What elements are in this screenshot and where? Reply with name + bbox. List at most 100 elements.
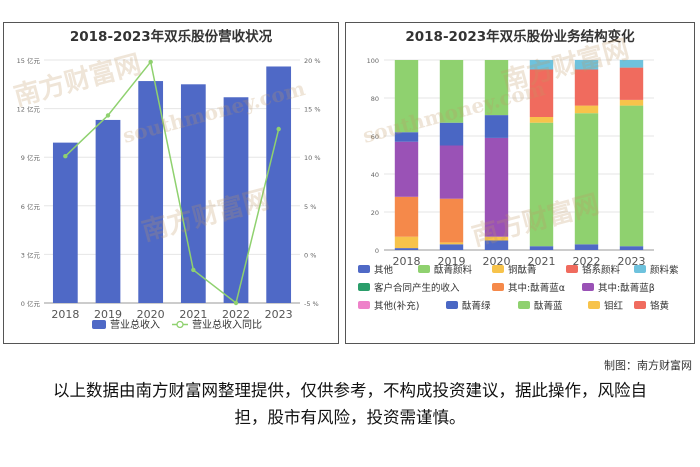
stacked-segment	[619, 67, 644, 100]
y-left-tick-label: 3 亿元	[21, 250, 41, 259]
stacked-segment	[619, 60, 644, 68]
legend-swatch	[492, 283, 504, 291]
stacked-segment	[484, 240, 509, 250]
legend-label: 铬系颜料	[582, 264, 621, 276]
y-tick-label: 40	[371, 171, 379, 179]
stacked-segment	[484, 115, 509, 138]
structure-chart-title: 2018-2023年双乐股份业务结构变化	[405, 29, 635, 45]
y-tick-label: 60	[371, 133, 379, 141]
stacked-segment	[484, 60, 509, 116]
legend-swatch	[358, 301, 370, 309]
revenue-bar	[266, 66, 292, 303]
legend-marker-yoy	[176, 320, 184, 329]
legend-swatch	[358, 265, 370, 273]
stacked-segment	[484, 137, 509, 237]
legend-label: 其中:酞菁蓝β	[598, 282, 655, 294]
y-left-tick-label: 0 亿元	[21, 299, 41, 308]
legend-swatch	[566, 265, 578, 273]
stacked-segment	[529, 117, 554, 123]
stacked-segment	[529, 246, 554, 250]
y-right-tick-label: 20 %	[304, 57, 321, 65]
y-left-tick-label: 12 亿元	[17, 105, 41, 114]
stacked-segment	[529, 60, 554, 70]
x-tick-label: 2021	[179, 308, 207, 321]
y-tick-label: 0	[375, 247, 379, 255]
stacked-segment	[439, 122, 464, 146]
revenue-bar	[138, 81, 164, 303]
y-right-tick-label: 15 %	[304, 106, 321, 114]
legend-swatch	[418, 265, 430, 273]
legend-label-revenue: 营业总收入	[110, 318, 160, 331]
chart-credit: 制图：南方财富网	[604, 359, 692, 372]
revenue-chart-title: 2018-2023年双乐股份营收状况	[69, 29, 273, 45]
legend-swatch	[582, 283, 594, 291]
x-tick-label: 2020	[137, 308, 165, 321]
y-tick-label: 80	[371, 95, 379, 103]
legend-label: 其他	[374, 264, 394, 276]
x-tick-label: 2018	[393, 255, 421, 268]
stacked-segment	[574, 105, 599, 114]
legend-swatch	[358, 283, 370, 291]
x-tick-label: 2021	[528, 255, 556, 268]
yoy-point	[276, 126, 281, 132]
stacked-segment	[484, 236, 509, 241]
stacked-segment	[439, 60, 464, 123]
revenue-chart: 0 亿元 3 亿元 6 亿元 9 亿元 12 亿元 15 亿元 -5 % 0 % 5 % 10 %…	[17, 56, 321, 331]
yoy-point	[191, 267, 196, 273]
y-left-tick-label: 15 亿元	[17, 56, 41, 65]
disclaimer-text: 以上数据由南方财富网整理提供，仅供参考，不构成投资建议，据此操作，风险自担，股市…	[53, 381, 647, 427]
x-tick-label: 2022	[573, 255, 601, 268]
legend-label: 酞菁蓝	[534, 300, 563, 312]
legend-label: 铬黄	[650, 300, 669, 312]
y-right-tick-label: 10 %	[304, 154, 321, 162]
yoy-line	[64, 60, 280, 305]
legend-label: 颜料紫	[650, 264, 679, 276]
legend-swatch	[634, 265, 646, 273]
yoy-point	[63, 154, 68, 159]
stacked-segment	[439, 198, 464, 243]
legend-label: 其中:酞菁蓝α	[508, 282, 565, 294]
legend-swatch	[492, 265, 504, 273]
yoy-point	[148, 59, 153, 65]
structure-chart-panel: 2018-2023年双乐股份业务结构变化 0 20 40 60 80 100 2018 201…	[345, 22, 695, 344]
stacked-segment	[394, 60, 419, 133]
stacked-segment	[394, 141, 419, 197]
legend-label: 铜酞菁	[508, 264, 537, 276]
legend-label-yoy: 营业总收入同比	[192, 318, 262, 331]
revenue-bar	[95, 119, 121, 303]
stacked-segment	[394, 196, 419, 237]
legend-label: 客户合同产生的收入	[374, 282, 460, 294]
legend-swatch	[588, 301, 600, 309]
yoy-point	[233, 300, 239, 306]
stacked-segment	[439, 242, 464, 245]
x-tick-label: 2019	[438, 255, 466, 268]
y-left-tick-label: 6 亿元	[21, 202, 41, 211]
revenue-bar	[52, 142, 78, 303]
stacked-segment	[574, 244, 599, 250]
y-right-tick-label: -5 %	[304, 300, 319, 308]
stacked-segment	[574, 113, 599, 245]
stacked-segment	[439, 145, 464, 199]
legend-swatch-revenue	[92, 320, 106, 329]
x-tick-label: 2019	[94, 308, 122, 321]
stacked-segment	[619, 246, 644, 250]
stacked-segment	[439, 244, 464, 250]
legend-label: 其他(补充)	[374, 300, 419, 312]
stacked-segment	[619, 105, 644, 247]
stacked-segment	[394, 248, 419, 250]
y-right-tick-label: 0 %	[304, 251, 316, 259]
stacked-segment	[394, 132, 419, 142]
revenue-bar	[223, 97, 249, 303]
legend-label: 酞菁颜料	[434, 264, 473, 276]
stacked-segment	[574, 60, 599, 70]
stacked-segment	[529, 122, 554, 247]
x-tick-label: 2020	[483, 255, 511, 268]
yoy-point	[105, 113, 111, 118]
y-left-tick-label: 9 亿元	[21, 153, 41, 162]
y-tick-label: 20	[371, 209, 379, 217]
stacked-segment	[529, 69, 554, 117]
legend-swatch	[518, 301, 530, 309]
x-tick-label: 2022	[222, 308, 250, 321]
stacked-segment	[619, 99, 644, 106]
